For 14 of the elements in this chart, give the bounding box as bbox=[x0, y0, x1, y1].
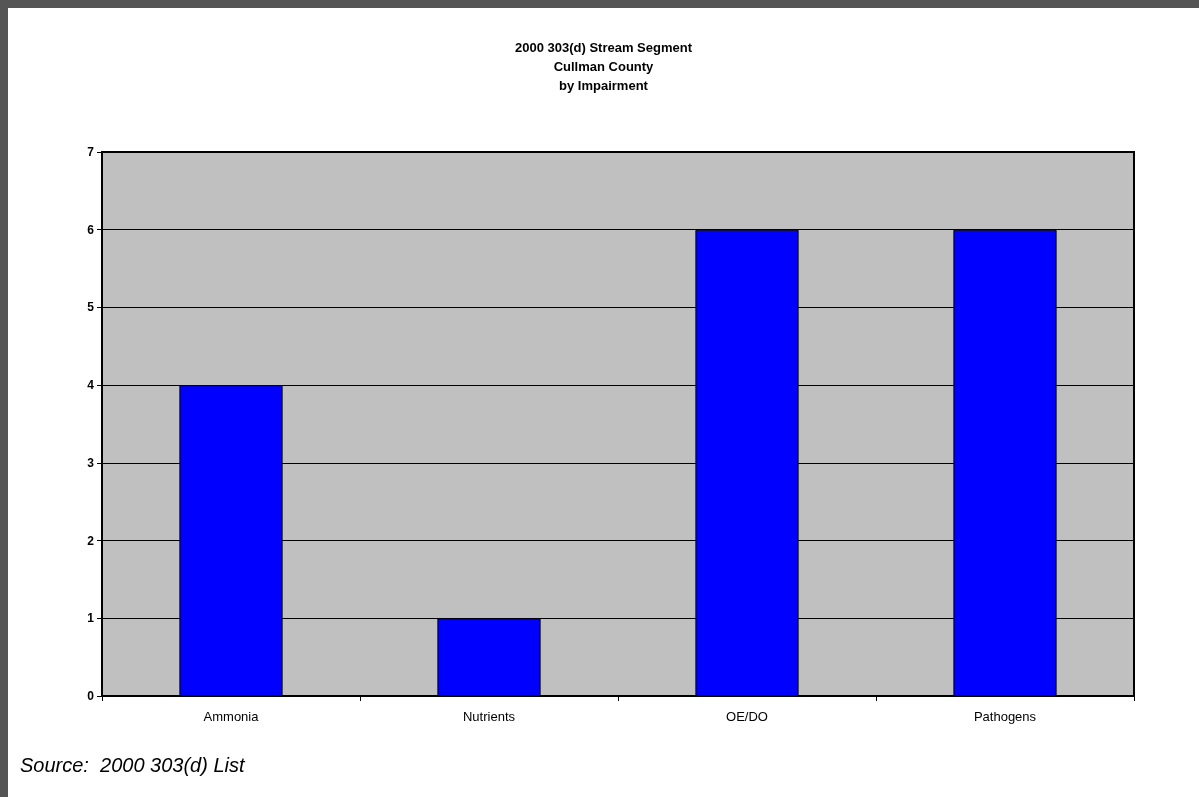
y-tick-label: 1 bbox=[87, 611, 95, 626]
x-tick-label: Ammonia bbox=[203, 709, 260, 724]
y-tick-label: 7 bbox=[87, 145, 95, 159]
source-note: Source: 2000 303(d) List bbox=[20, 754, 247, 776]
y-tick-label: 4 bbox=[87, 378, 95, 393]
chart-title: 2000 303(d) Stream Segment Cullman County by Impairment bbox=[514, 40, 693, 93]
y-tick-label: 0 bbox=[87, 689, 95, 703]
x-tick-label: Nutrients bbox=[462, 709, 516, 724]
y-tick-label: 2 bbox=[87, 533, 95, 548]
x-tick-label: Pathogens bbox=[973, 709, 1037, 724]
y-tick-label: 3 bbox=[87, 455, 95, 470]
y-tick-label: 6 bbox=[87, 222, 95, 237]
x-tick-label: OE/DO bbox=[726, 709, 768, 724]
y-tick-label: 5 bbox=[87, 300, 95, 315]
